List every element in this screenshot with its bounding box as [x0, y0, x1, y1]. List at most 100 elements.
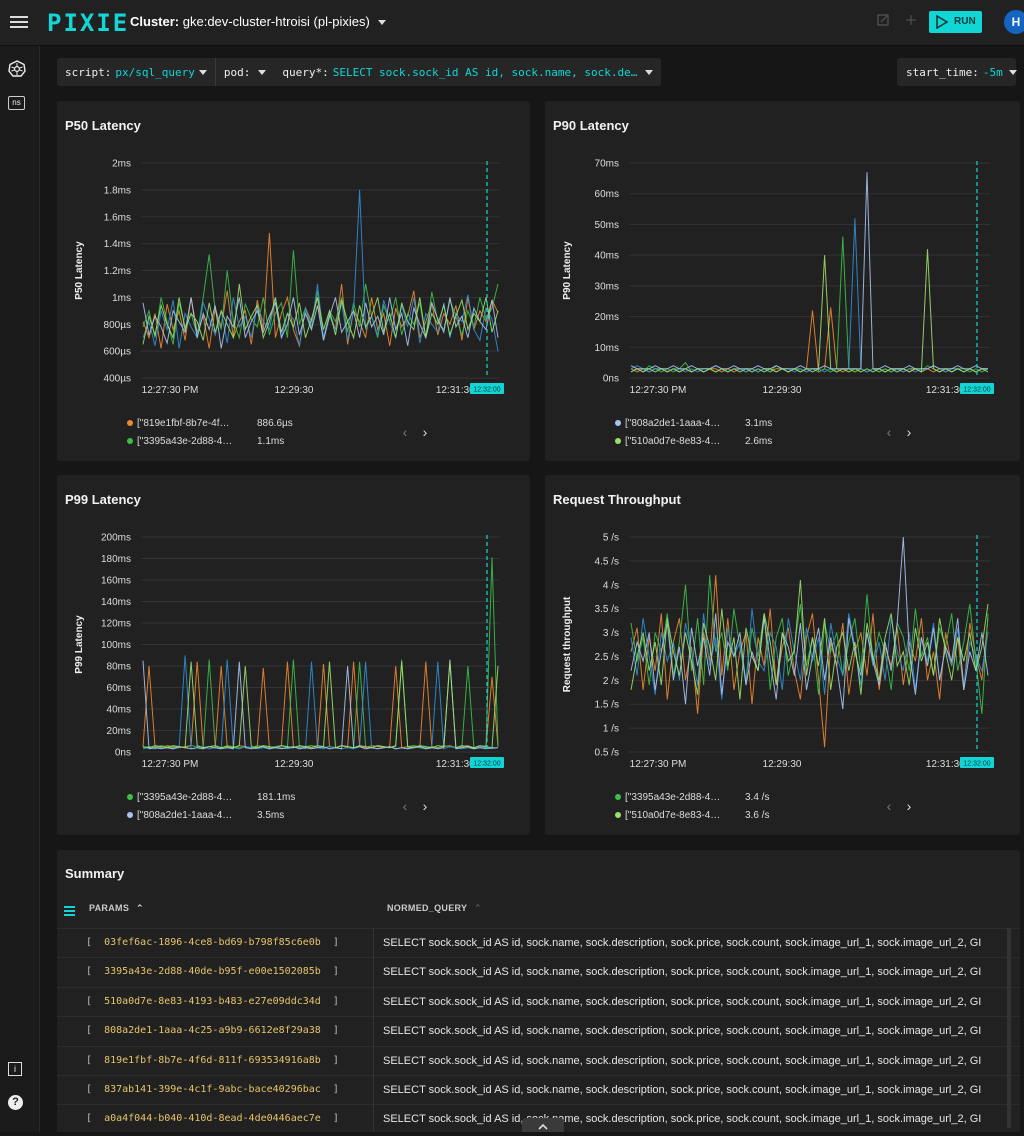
param-id: 510a0d7e-8e83-4193-b483-e27e09ddc34d [104, 995, 321, 1007]
line-chart[interactable]: Request throughput 5 /s 4.5 /s 4 /s 3.5 /s 3 … [545, 475, 1020, 835]
current-time-label: 12:32:00 [473, 387, 500, 394]
current-time-badge [960, 757, 994, 768]
legend-pager: ‹ › [879, 424, 919, 440]
normed-query-cell: SELECT sock.sock_id AS id, sock.name, so… [383, 1084, 982, 1096]
legend-pager: ‹ › [879, 798, 919, 814]
chevron-down-icon [258, 69, 267, 75]
table-scrollbar[interactable] [1007, 928, 1011, 1128]
panel-title: P50 Latency [65, 118, 141, 133]
expand-drawer-button[interactable] [522, 1118, 564, 1132]
play-icon [936, 15, 949, 29]
x-tick-label: 12:27:30 PM [142, 759, 199, 770]
x-tick-label: 12:29:30 [763, 759, 802, 770]
y-tick-label: 1.6ms [104, 212, 131, 223]
chevron-right-icon[interactable]: › [422, 798, 428, 814]
legend-swatch [127, 438, 133, 444]
cluster-selector[interactable]: Cluster: gke:dev-cluster-htroisi (pl-pix… [130, 14, 386, 29]
chevron-left-icon[interactable]: ‹ [402, 424, 408, 440]
chevron-right-icon[interactable]: › [906, 424, 912, 440]
table-row[interactable]: [ 3395a43e-2d88-40de-b95f-e00e1502085b ]… [57, 957, 1020, 986]
avatar[interactable]: H [1004, 10, 1024, 34]
params-header-label: PARAMS [89, 903, 130, 913]
legend-item[interactable]: ["3395a43e-2d88-4… 3.4 /s [615, 788, 805, 806]
table-row[interactable]: [ 819e1fbf-8b7e-4f6d-811f-693534916a8b ]… [57, 1045, 1020, 1075]
namespace-icon[interactable]: ns [8, 96, 25, 110]
start-time-selector[interactable]: start_time: -5m [897, 58, 1017, 86]
legend-swatch [615, 438, 621, 444]
kubernetes-icon[interactable] [8, 60, 26, 78]
table-row[interactable]: [ 808a2de1-1aaa-4c25-a9b9-6612e8f29a38 ]… [57, 1016, 1020, 1045]
chevron-right-icon[interactable]: › [422, 424, 428, 440]
params-column-header[interactable]: PARAMS ⌃ [89, 903, 144, 914]
run-label: RUN [954, 16, 976, 27]
y-tick-label: 4 /s [603, 580, 619, 591]
legend-item[interactable]: ["819e1fbf-8b7e-4f… 886.6µs [127, 414, 317, 432]
chevron-left-icon[interactable]: ‹ [886, 798, 892, 814]
line-chart[interactable]: P90 Latency 70ms 60ms 50ms 40ms 30ms 20ms 10ms 0… [545, 101, 1020, 461]
normed-query-column-header[interactable]: NORMED_QUERY ⌃ [387, 903, 482, 914]
legend-swatch [127, 812, 133, 818]
y-axis-label: P50 Latency [74, 241, 85, 300]
pixie-logo[interactable]: PIXIE [47, 9, 130, 37]
sort-icon: ⌃ [473, 903, 482, 913]
chart-legend: ["819e1fbf-8b7e-4f… 886.6µs ["3395a43e-2d8… [127, 414, 317, 450]
normed-query-cell: SELECT sock.sock_id AS id, sock.name, so… [383, 966, 982, 979]
line-chart[interactable]: P50 Latency 2ms 1.8ms 1.6ms 1.4ms 1.2ms 1ms 800… [57, 101, 530, 461]
edit-icon[interactable] [876, 14, 890, 28]
query-selector[interactable]: query*: SELECT sock.sock_id AS id, sock.… [274, 58, 661, 86]
current-time-badge [960, 383, 994, 394]
series-line [142, 661, 499, 749]
chevron-up-icon [538, 1123, 548, 1130]
params-cell: [ 03fef6ac-1896-4ce8-bd69-b798f85c6e0b ] [86, 937, 339, 948]
p99-latency-panel: P99 Latency P99 Latency 200ms 180ms 160ms 140… [57, 475, 530, 835]
top-bar: PIXIE Cluster: gke:dev-cluster-htroisi (… [0, 0, 1024, 46]
legend-value: 2.6ms [745, 435, 773, 447]
legend-item[interactable]: ["808a2de1-1aaa-4… 3.1ms [615, 414, 805, 432]
legend-label: ["510a0d7e-8e83-4… [625, 435, 721, 447]
line-chart[interactable]: P99 Latency 200ms 180ms 160ms 140ms 120ms 100m… [57, 475, 530, 835]
move-icon[interactable] [904, 14, 918, 28]
pod-key: pod: [223, 65, 251, 79]
y-tick-label: 60ms [595, 189, 619, 200]
series-line [142, 283, 499, 345]
script-selector[interactable]: script: px/sql_query [57, 58, 215, 86]
legend-value: 3.4 /s [745, 791, 770, 803]
chevron-left-icon[interactable]: ‹ [402, 798, 408, 814]
columns-icon[interactable] [64, 904, 75, 918]
y-tick-label: 80ms [107, 662, 131, 673]
y-tick-label: 0.5 /s [595, 748, 619, 759]
x-tick-label: 12:27:30 PM [630, 385, 687, 396]
current-time-badge [470, 757, 504, 768]
y-tick-label: 400µs [104, 374, 131, 385]
current-time-label: 12:32:00 [963, 761, 990, 768]
legend-value: 3.6 /s [745, 809, 770, 821]
query-value: SELECT sock.sock_id AS id, sock.name, so… [332, 65, 638, 79]
help-icon[interactable]: ? [8, 1095, 23, 1110]
summary-panel: Summary PARAMS ⌃ NORMED_QUERY ⌃ [ 03fef6… [57, 850, 1020, 1132]
legend-item[interactable]: ["808a2de1-1aaa-4… 3.5ms [127, 806, 317, 824]
legend-item[interactable]: ["3395a43e-2d88-4… 181.1ms [127, 788, 317, 806]
request-throughput-panel: Request Throughput Request throughput 5 /s… [545, 475, 1020, 835]
legend-item[interactable]: ["510a0d7e-8e83-4… 3.6 /s [615, 806, 805, 824]
menu-icon[interactable] [10, 13, 28, 31]
chevron-left-icon[interactable]: ‹ [886, 424, 892, 440]
pod-selector[interactable]: pod: [214, 58, 275, 86]
info-icon[interactable]: i [8, 1062, 22, 1076]
table-row[interactable]: [ 03fef6ac-1896-4ce8-bd69-b798f85c6e0b ]… [57, 928, 1020, 957]
legend-value: 181.1ms [257, 791, 296, 803]
legend-swatch [615, 812, 621, 818]
run-button[interactable]: RUN [929, 11, 982, 33]
chevron-right-icon[interactable]: › [906, 798, 912, 814]
script-value: px/sql_query [115, 65, 195, 79]
current-time-label: 12:32:00 [963, 387, 990, 394]
table-row[interactable]: [ 837ab141-399e-4c1f-9abc-bace40296bac ]… [57, 1075, 1020, 1104]
y-tick-label: 3 /s [603, 628, 619, 639]
table-row[interactable]: [ 510a0d7e-8e83-4193-b483-e27e09ddc34d ]… [57, 986, 1020, 1016]
y-tick-label: 180ms [101, 554, 131, 565]
params-cell: [ 510a0d7e-8e83-4193-b483-e27e09ddc34d ] [86, 995, 339, 1007]
query-key: query*: [282, 65, 329, 79]
legend-item[interactable]: ["3395a43e-2d88-4… 1.1ms [127, 432, 317, 450]
normed-query-cell: SELECT sock.sock_id AS id, sock.name, so… [383, 1113, 982, 1126]
legend-item[interactable]: ["510a0d7e-8e83-4… 2.6ms [615, 432, 805, 450]
y-axis-label: P99 Latency [74, 615, 85, 674]
